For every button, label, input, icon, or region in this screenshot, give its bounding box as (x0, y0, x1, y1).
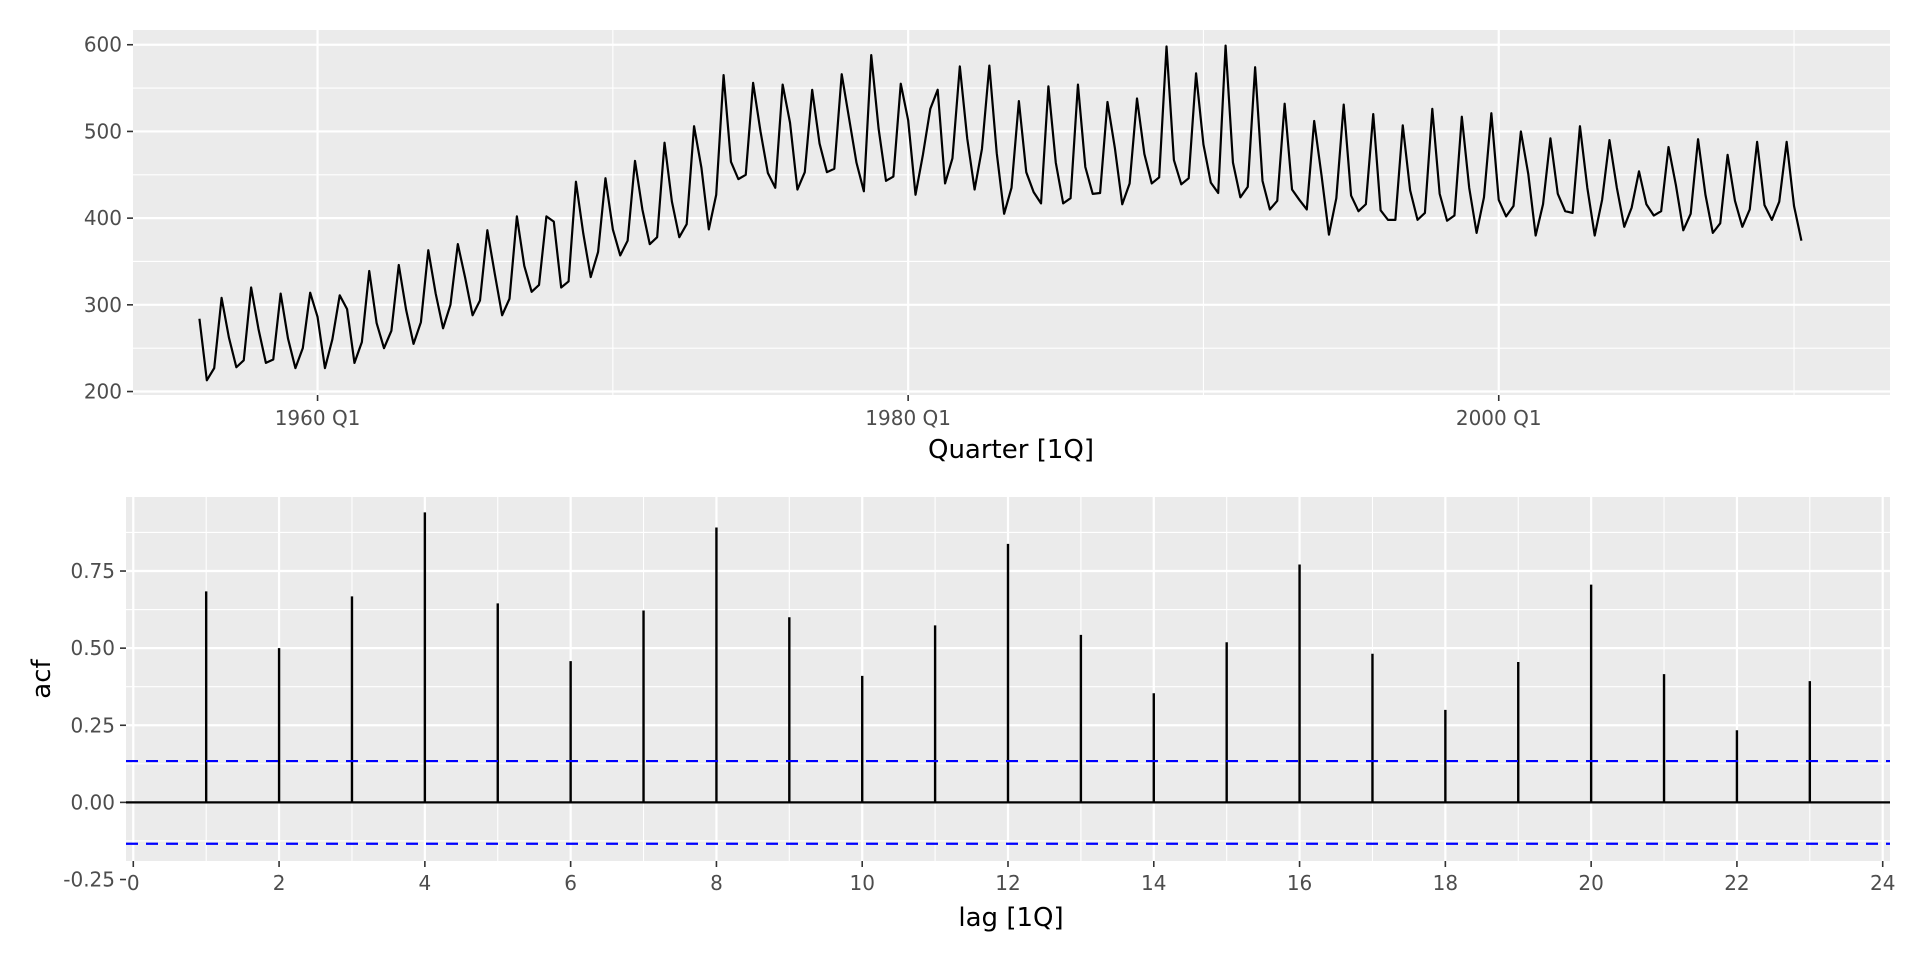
time-series-x-tick-label: 2000 Q1 (1456, 406, 1542, 430)
acf-x-tick-label: 24 (1870, 871, 1895, 895)
acf-x-tick-label: 22 (1724, 871, 1749, 895)
time-series-y-tick-label: 500 (84, 119, 122, 143)
acf-x-ticks: 0 2 4 6 8 10 12 14 16 18 20 22 24 (127, 861, 1895, 895)
time-series-y-tick-label: 300 (84, 293, 122, 317)
time-series-x-tick-label: 1980 Q1 (865, 406, 951, 430)
acf-x-axis-title: lag [1Q] (958, 903, 1063, 933)
time-series-line (198, 44, 1803, 382)
acf-x-tick-label: 8 (710, 871, 723, 895)
acf-y-tick-label: 0.25 (70, 713, 115, 737)
acf-y-tick-label: -0.25 (63, 868, 115, 892)
acf-panel: -0.250.000.250.500.75 0 2 4 6 8 10 12 14 16 18 20 2… (27, 497, 1895, 933)
acf-y-tick-label: 0.75 (70, 559, 115, 583)
acf-y-axis-title: acf (27, 658, 57, 698)
acf-x-tick-label: 4 (418, 871, 431, 895)
time-series-panel: 200 300 400 500 600 1960 Q1 1980 Q1 2000 Q1 Qu… (84, 30, 1890, 465)
time-series-major-grid (133, 30, 1890, 395)
acf-y-ticks: -0.25 0.00 0.25 0.50 0.75 (63, 559, 126, 892)
time-series-x-ticks: 1960 Q1 1980 Q1 2000 Q1 (275, 395, 1542, 430)
time-series-x-axis-title: Quarter [1Q] (928, 435, 1094, 465)
time-series-y-ticks: 200 300 400 500 600 (84, 33, 133, 404)
acf-x-tick-label: 18 (1433, 871, 1458, 895)
acf-x-tick-label: 16 (1287, 871, 1312, 895)
acf-x-tick-label: 10 (849, 871, 874, 895)
time-series-x-tick-label: 1960 Q1 (275, 406, 361, 430)
acf-x-tick-label: 2 (273, 871, 286, 895)
time-series-y-tick-label: 400 (84, 206, 122, 230)
time-series-panel-background (133, 30, 1890, 395)
acf-x-tick-label: 20 (1578, 871, 1603, 895)
acf-x-tick-label: 12 (995, 871, 1020, 895)
acf-x-tick-label: 0 (127, 871, 140, 895)
time-series-y-tick-label: 200 (84, 380, 122, 404)
acf-y-tick-label: 0.50 (70, 636, 115, 660)
acf-y-tick-label: 0.00 (70, 790, 115, 814)
acf-x-tick-label: 14 (1141, 871, 1166, 895)
time-series-y-tick-label: 600 (84, 33, 122, 57)
acf-bars (204, 512, 1812, 803)
time-series-minor-grid (133, 30, 1890, 395)
acf-x-tick-label: 6 (564, 871, 577, 895)
